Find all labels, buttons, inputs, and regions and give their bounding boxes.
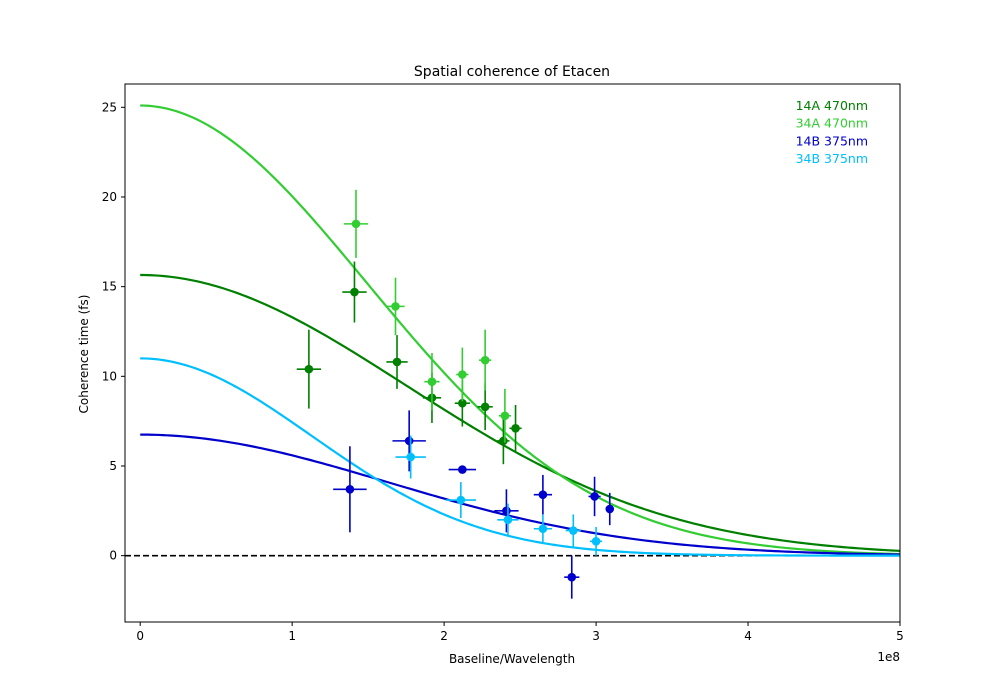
y-tick-label: 10 — [102, 369, 117, 383]
y-tick-label: 15 — [102, 280, 117, 294]
y-tick-label: 5 — [109, 459, 117, 473]
fit-curve-series-2 — [140, 104, 900, 556]
data-point — [391, 302, 400, 311]
x-tick-label: 2 — [440, 629, 448, 643]
data-point — [500, 411, 510, 421]
legend-entry-3: 14B 375nm — [796, 133, 868, 148]
data-point — [591, 537, 601, 546]
data-point — [568, 526, 578, 535]
fit-curve-series-1 — [140, 273, 900, 553]
legend-entry-1: 14A 470nm — [796, 98, 868, 113]
x-tick-label: 5 — [896, 629, 904, 643]
data-point — [590, 492, 599, 501]
data-point — [404, 436, 414, 446]
series-3-points — [333, 410, 615, 599]
legend-entry-4: 34B 375nm — [796, 151, 868, 166]
series-2-points — [343, 189, 511, 443]
data-point — [392, 357, 402, 367]
x-tick-label: 3 — [592, 629, 600, 643]
data-point — [511, 424, 520, 433]
data-point — [605, 504, 615, 514]
legend-entry-2: 34A 470nm — [796, 116, 868, 131]
series-1-points — [296, 261, 522, 465]
data-point — [427, 377, 437, 386]
data-point — [502, 506, 511, 516]
x-tick-label: 4 — [744, 629, 752, 643]
fit-curve-series-3 — [140, 433, 900, 556]
data-point — [406, 452, 415, 462]
data-point — [351, 219, 361, 229]
x-axis-offset-label: 1e8 — [877, 650, 900, 664]
y-tick-label: 20 — [102, 190, 117, 204]
x-tick-label: 1 — [288, 629, 296, 643]
data-point — [480, 402, 490, 412]
data-point — [456, 495, 466, 505]
data-point — [350, 287, 359, 297]
plot-area: 0 1 2 3 4 5 0 5 10 15 20 25 14A 470nm 34A 470nm 14B 37… — [102, 83, 904, 643]
data-point — [304, 364, 314, 374]
series-4-points — [395, 435, 603, 556]
x-tick-label: 0 — [136, 629, 144, 643]
data-point — [567, 572, 577, 582]
data-point — [345, 484, 355, 494]
data-point — [458, 465, 467, 474]
data-point — [499, 436, 508, 446]
axes-frame — [124, 83, 901, 623]
data-point — [458, 370, 467, 379]
data-point — [458, 398, 467, 408]
data-point — [538, 524, 548, 534]
fit-curve-series-4 — [140, 357, 900, 557]
y-axis-label: Coherence time (fs) — [77, 295, 91, 414]
x-axis-label: Baseline/Wavelength — [449, 652, 575, 666]
plot-inner — [125, 104, 900, 599]
chart-title: Spatial coherence of Etacen — [414, 64, 610, 80]
data-point — [480, 355, 490, 365]
data-point — [538, 490, 548, 499]
data-point — [503, 515, 513, 525]
y-tick-label: 0 — [109, 549, 117, 563]
y-tick-label: 25 — [102, 100, 117, 114]
